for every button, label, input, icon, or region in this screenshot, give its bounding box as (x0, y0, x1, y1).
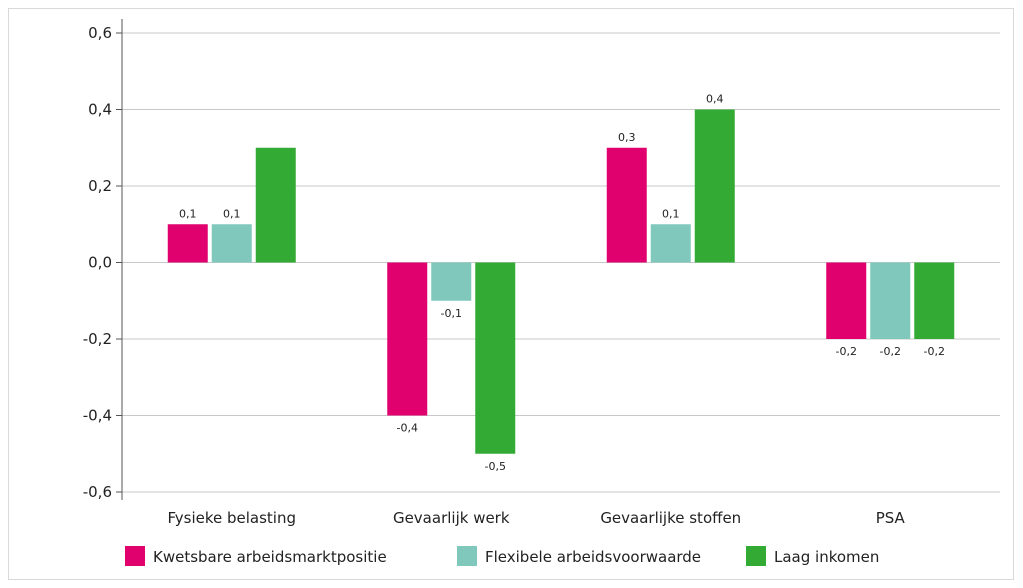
y-axis: 0,6 0,4 0,2 0,0 -0,2 -0,4 -0,6 (83, 19, 123, 501)
data-label: -0,1 (441, 307, 462, 320)
bar (211, 224, 252, 263)
category-labels: Fysieke belasting Gevaarlijk werk Gevaarli… (168, 509, 906, 527)
y-tick-label: 0,4 (88, 101, 112, 119)
x-category-label: Gevaarlijk werk (393, 509, 510, 527)
bar (167, 224, 208, 263)
y-tick-label: -0,2 (83, 330, 112, 348)
legend: Kwetsbare arbeidsmarktpositie Flexibele a… (125, 546, 879, 566)
data-label: -0,5 (485, 460, 506, 473)
bar (826, 262, 867, 339)
legend-label: Kwetsbare arbeidsmarktpositie (153, 548, 387, 566)
legend-swatch (746, 546, 766, 566)
x-category-label: PSA (876, 509, 906, 527)
bar (650, 224, 691, 263)
data-label: 0,1 (662, 207, 680, 220)
y-tick-label: 0,2 (88, 177, 112, 195)
grid-layer (122, 32, 1000, 493)
data-label: -0,2 (924, 345, 945, 358)
x-category-label: Gevaarlijke stoffen (600, 509, 741, 527)
data-label: 0,3 (618, 131, 636, 144)
bar (255, 147, 296, 263)
data-label: -0,2 (836, 345, 857, 358)
bar (387, 262, 428, 416)
legend-swatch (125, 546, 145, 566)
legend-swatch (457, 546, 477, 566)
data-label: -0,2 (880, 345, 901, 358)
y-tick-label: 0,6 (88, 24, 112, 42)
bar (431, 262, 472, 301)
bar (914, 262, 955, 339)
legend-label: Laag inkomen (774, 548, 879, 566)
bar (694, 109, 735, 263)
y-tick-label: -0,6 (83, 483, 112, 501)
bar (870, 262, 911, 339)
bars: 0,1 0,1 -0,4 -0,1 -0,5 0,3 0,1 0,4 -0,2 -0,2 -0,2 (167, 93, 955, 473)
data-label: 0,4 (706, 93, 724, 106)
legend-label: Flexibele arbeidsvoorwaarde (485, 548, 701, 566)
bar (475, 262, 516, 454)
y-tick-label: 0,0 (88, 254, 112, 272)
bar (606, 147, 647, 263)
x-category-label: Fysieke belasting (168, 509, 297, 527)
data-label: 0,1 (179, 207, 197, 220)
data-label: -0,4 (397, 422, 418, 435)
y-tick-label: -0,4 (83, 407, 112, 425)
data-label: 0,1 (223, 207, 241, 220)
